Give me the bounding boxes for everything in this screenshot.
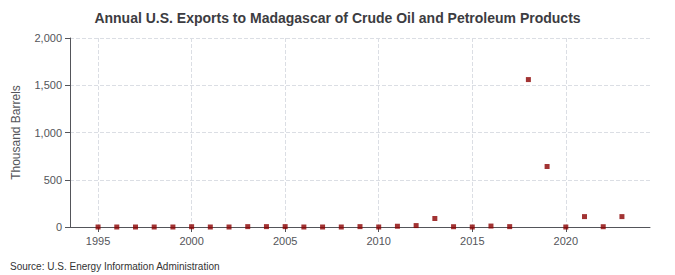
svg-text:2,000: 2,000 (34, 32, 62, 44)
svg-text:500: 500 (44, 174, 62, 186)
svg-text:2015: 2015 (460, 235, 484, 247)
svg-text:1995: 1995 (86, 235, 110, 247)
svg-text:1,500: 1,500 (34, 79, 62, 91)
svg-text:0: 0 (56, 221, 62, 233)
svg-text:Annual U.S. Exports to Madagas: Annual U.S. Exports to Madagascar of Cru… (94, 10, 580, 26)
svg-text:Source: U.S. Energy Informatio: Source: U.S. Energy Information Administ… (10, 261, 220, 272)
svg-text:2020: 2020 (554, 235, 578, 247)
svg-text:Thousand Barrels: Thousand Barrels (9, 85, 23, 180)
svg-text:2005: 2005 (273, 235, 297, 247)
svg-text:2010: 2010 (366, 235, 390, 247)
svg-text:1,000: 1,000 (34, 127, 62, 139)
svg-text:2000: 2000 (179, 235, 203, 247)
